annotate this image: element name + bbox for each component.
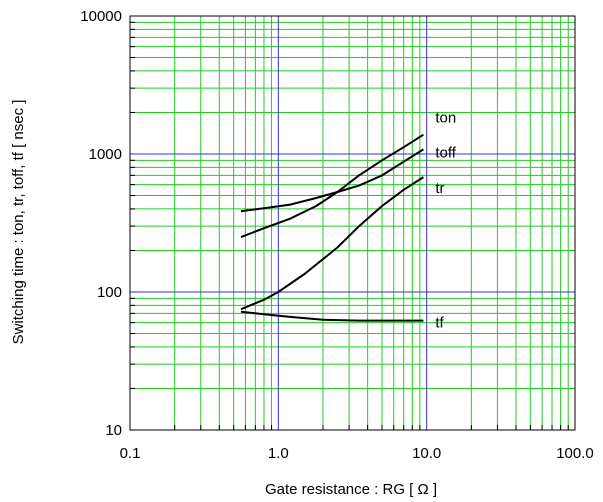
series-line-ton — [240, 133, 424, 239]
x-axis-label: Gate resistance : RG [ Ω ] — [265, 481, 437, 498]
series-group — [240, 133, 424, 322]
minor-gridlines — [130, 16, 575, 430]
x-tick-label: 0.1 — [120, 445, 141, 462]
y-tick-label: 10000 — [80, 8, 122, 25]
series-label-ton: ton — [435, 110, 456, 127]
series-line-toff — [240, 148, 424, 213]
series-label-tr: tr — [435, 180, 444, 197]
series-label-tf: tf — [435, 315, 444, 332]
series-line-tf — [240, 310, 424, 322]
y-tick-label: 1000 — [89, 146, 122, 163]
y-tick-label: 100 — [97, 284, 122, 301]
series-labels: ton toff tr tf — [435, 110, 456, 332]
y-tick-labels: 10 100 1000 10000 — [80, 8, 122, 439]
x-tick-label: 1.0 — [268, 445, 289, 462]
series-line-tr — [240, 176, 424, 311]
plot-frame — [129, 15, 576, 431]
x-tick-labels: 0.1 1.0 10.0 100.0 — [120, 445, 594, 462]
axis-ticks — [130, 21, 569, 430]
x-tick-label: 100.0 — [556, 445, 594, 462]
y-tick-label: 10 — [105, 422, 122, 439]
major-gridlines — [130, 16, 575, 430]
y-axis-label: Switching time : ton, tr, toff, tf [ nse… — [10, 100, 27, 345]
x-tick-label: 10.0 — [412, 445, 441, 462]
series-label-toff: toff — [435, 144, 456, 161]
